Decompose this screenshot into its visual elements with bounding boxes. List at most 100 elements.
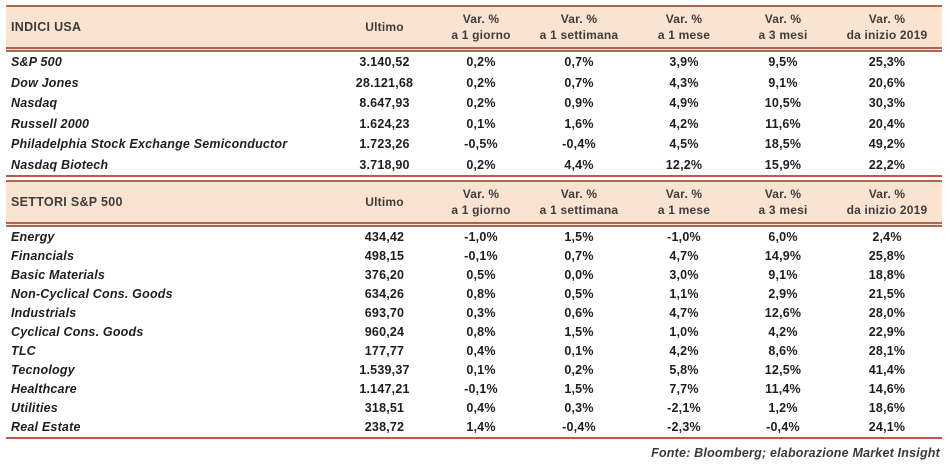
ultimo-value: 3.140,52 xyxy=(359,55,410,70)
var-value-0: 0,2% xyxy=(466,55,496,70)
var-value-3: 12,6% xyxy=(764,305,802,320)
var-label: Var. % xyxy=(665,186,703,201)
var-period: a 3 mesi xyxy=(758,203,808,217)
table-header-indici-usa: INDICI USA Ultimo Var. % a 1 giorno Var.… xyxy=(6,5,942,52)
var-value-0: 0,2% xyxy=(466,75,496,90)
var-value-1: 0,0% xyxy=(564,267,594,282)
var-value-2: -2,1% xyxy=(667,401,701,416)
var-value-3: 9,1% xyxy=(768,75,798,90)
var-value-0: -0,1% xyxy=(464,248,498,263)
var-value-4: 28,1% xyxy=(868,344,906,359)
row-name: Financials xyxy=(11,248,75,263)
var-value-2: 4,2% xyxy=(669,116,699,131)
ultimo-value: 376,20 xyxy=(364,267,405,282)
var-label: Var. % xyxy=(462,186,500,201)
var-value-0: 0,4% xyxy=(466,401,496,416)
var-value-4: 22,2% xyxy=(868,157,906,172)
table-row: Tecnology 1.539,37 0,1% 0,2% 5,8% 12,5% 41,4% xyxy=(6,361,942,380)
var-period: a 1 giorno xyxy=(451,28,511,42)
var-label: Var. % xyxy=(868,11,906,26)
table-row: Philadelphia Stock Exchange Semiconducto… xyxy=(6,134,942,155)
var-value-4: 2,4% xyxy=(872,229,902,244)
table-row: Nasdaq Biotech 3.718,90 0,2% 4,4% 12,2% 15,9%… xyxy=(6,155,942,176)
var-value-3: 4,2% xyxy=(768,325,798,340)
col-header-var-1-settimana: Var. % a 1 settimana xyxy=(524,186,634,218)
var-value-3: -0,4% xyxy=(766,420,800,435)
var-value-2: 4,5% xyxy=(669,137,699,152)
var-value-3: 8,6% xyxy=(768,344,798,359)
var-value-1: 1,5% xyxy=(564,325,594,340)
var-value-1: 1,5% xyxy=(564,229,594,244)
col-header-var-1-giorno: Var. % a 1 giorno xyxy=(438,186,524,218)
table-row: Nasdaq 8.647,93 0,2% 0,9% 4,9% 10,5% 30,3% xyxy=(6,93,942,114)
ultimo-value: 1.723,26 xyxy=(359,137,410,152)
var-period: a 3 mesi xyxy=(758,28,808,42)
row-name: Nasdaq xyxy=(11,96,58,111)
row-name: Dow Jones xyxy=(11,75,79,90)
var-period: a 1 settimana xyxy=(539,203,619,217)
var-value-0: 0,4% xyxy=(466,344,496,359)
var-value-1: 0,6% xyxy=(564,305,594,320)
var-value-1: 0,7% xyxy=(564,75,594,90)
var-value-4: 21,5% xyxy=(868,286,906,301)
var-value-2: 7,7% xyxy=(669,382,699,397)
row-name: Real Estate xyxy=(11,420,81,435)
var-value-0: 0,5% xyxy=(466,267,496,282)
var-value-1: 1,6% xyxy=(564,116,594,131)
var-value-3: 11,4% xyxy=(765,382,801,397)
col-header-var-inizio-2019: Var. % da inizio 2019 xyxy=(832,11,942,43)
var-label: Var. % xyxy=(665,11,703,26)
var-value-4: 30,3% xyxy=(868,96,906,111)
var-value-2: 5,8% xyxy=(669,363,699,378)
table-row: Financials 498,15 -0,1% 0,7% 4,7% 14,9% 25,8% xyxy=(6,246,942,265)
var-label: Var. % xyxy=(462,11,500,26)
table-body-indici-usa: S&P 500 3.140,52 0,2% 0,7% 3,9% 9,5% 25,3% Dow … xyxy=(6,52,942,177)
var-value-3: 9,1% xyxy=(768,267,798,282)
var-value-4: 41,4% xyxy=(868,363,906,378)
row-name: Philadelphia Stock Exchange Semiconducto… xyxy=(11,137,288,152)
var-value-4: 49,2% xyxy=(868,137,906,152)
var-value-2: 4,3% xyxy=(669,75,699,90)
table-title-settori-sp500: SETTORI S&P 500 xyxy=(11,195,123,209)
table-row: Dow Jones 28.121,68 0,2% 0,7% 4,3% 9,1% 20,6% xyxy=(6,73,942,94)
ultimo-value: 634,26 xyxy=(364,286,405,301)
table-title-indici-usa: INDICI USA xyxy=(11,20,82,34)
table-row: Non-Cyclical Cons. Goods 634,26 0,8% 0,5% 1,… xyxy=(6,284,942,303)
row-name: Cyclical Cons. Goods xyxy=(11,325,144,340)
var-value-3: 18,5% xyxy=(764,137,802,152)
var-value-1: 0,3% xyxy=(564,401,594,416)
table-row: Utilities 318,51 0,4% 0,3% -2,1% 1,2% 18,6% xyxy=(6,399,942,418)
row-name: Healthcare xyxy=(11,382,77,397)
var-period: da inizio 2019 xyxy=(846,203,928,217)
table-row: Russell 2000 1.624,23 0,1% 1,6% 4,2% 11,6% 20,… xyxy=(6,114,942,135)
ultimo-value: 693,70 xyxy=(364,305,405,320)
var-value-1: 1,5% xyxy=(564,382,594,397)
var-value-4: 14,6% xyxy=(868,382,906,397)
var-value-0: -1,0% xyxy=(464,229,498,244)
var-value-2: -1,0% xyxy=(667,229,701,244)
ultimo-value: 434,42 xyxy=(364,229,405,244)
var-value-2: 4,7% xyxy=(669,305,699,320)
var-period: da inizio 2019 xyxy=(846,28,928,42)
var-period: a 1 giorno xyxy=(451,203,511,217)
var-value-0: 1,4% xyxy=(466,420,496,435)
var-value-1: 0,9% xyxy=(564,96,594,111)
ultimo-value: 318,51 xyxy=(364,401,405,416)
var-value-1: -0,4% xyxy=(562,420,596,435)
var-value-0: 0,3% xyxy=(466,305,496,320)
ultimo-value: 1.147,21 xyxy=(359,382,410,397)
var-value-2: 3,9% xyxy=(669,55,699,70)
var-value-0: 0,8% xyxy=(466,325,496,340)
var-value-1: 0,7% xyxy=(564,248,594,263)
var-value-4: 25,8% xyxy=(868,248,906,263)
table-row: Basic Materials 376,20 0,5% 0,0% 3,0% 9,1% 18,… xyxy=(6,265,942,284)
row-name: Nasdaq Biotech xyxy=(11,157,109,172)
var-value-1: 0,2% xyxy=(564,363,594,378)
table-header-settori-sp500: SETTORI S&P 500 Ultimo Var. % a 1 giorno… xyxy=(6,180,942,227)
ultimo-value: 3.718,90 xyxy=(359,157,410,172)
table-body-settori-sp500: Energy 434,42 -1,0% 1,5% -1,0% 6,0% 2,4% Financ… xyxy=(6,227,942,440)
var-value-4: 20,4% xyxy=(868,116,906,131)
var-value-4: 22,9% xyxy=(868,325,906,340)
var-value-4: 28,0% xyxy=(868,305,906,320)
